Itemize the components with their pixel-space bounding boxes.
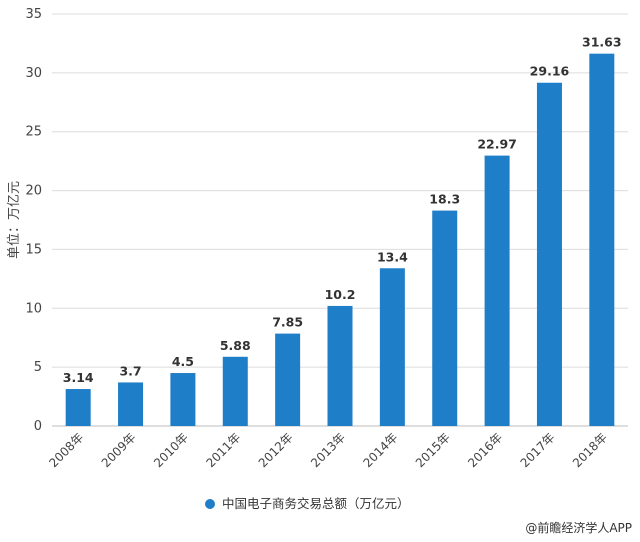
bar [484,155,510,426]
y-tick-label: 10 [25,301,42,316]
y-tick-label: 25 [25,125,42,140]
data-label: 22.97 [477,137,517,152]
bar [536,82,562,426]
x-tick-label: 2013年 [308,430,348,470]
data-label: 3.14 [63,370,94,385]
data-label: 3.7 [119,363,141,378]
x-tick-label: 2012年 [256,430,296,470]
y-tick-label: 30 [25,66,42,81]
data-label: 4.5 [172,354,194,369]
bar [222,356,248,426]
y-tick-label: 5 [34,360,42,375]
legend-marker [205,499,215,509]
data-label: 29.16 [530,64,570,79]
y-tick-label: 35 [25,7,42,22]
y-tick-label: 15 [25,242,42,257]
x-axis-ticks: 2008年 2009年 2010年 2011年 2012年 2013年 2014年 2015年… [46,430,610,470]
x-tick-label: 2016年 [465,430,505,470]
data-label: 7.85 [272,315,303,330]
x-tick-label: 2011年 [203,430,243,470]
bar [327,305,353,426]
bar [589,53,615,427]
bar [275,333,301,426]
data-label: 18.3 [429,192,460,207]
bar [379,268,405,426]
bar [170,373,196,426]
x-tick-label: 2008年 [46,430,86,470]
bar [432,210,458,426]
data-label: 10.2 [325,287,356,302]
data-label: 13.4 [377,249,408,264]
y-tick-label: 0 [34,419,42,434]
source-credit: @前瞻经济学人APP [525,520,632,535]
legend: 中国电子商务交易总额（万亿元） [205,496,410,511]
x-tick-label: 2017年 [518,430,558,470]
x-tick-label: 2009年 [99,430,139,470]
data-labels: 3.14 3.7 4.5 5.88 7.85 10.2 13.4 18.3 22.97 29.16… [63,35,622,385]
y-tick-label: 20 [25,184,42,199]
legend-label: 中国电子商务交易总额（万亿元） [222,496,410,511]
y-axis-ticks: 0 5 10 15 20 25 30 35 [25,7,42,434]
x-tick-label: 2014年 [361,430,401,470]
x-tick-label: 2010年 [151,430,191,470]
data-label: 5.88 [220,338,251,353]
data-label: 31.63 [582,35,622,50]
bars [65,53,615,427]
bar [65,389,91,426]
y-axis-label: 单位：万亿元 [7,181,22,259]
x-tick-label: 2015年 [413,430,453,470]
x-tick-label: 2018年 [570,430,610,470]
bar [118,382,144,426]
